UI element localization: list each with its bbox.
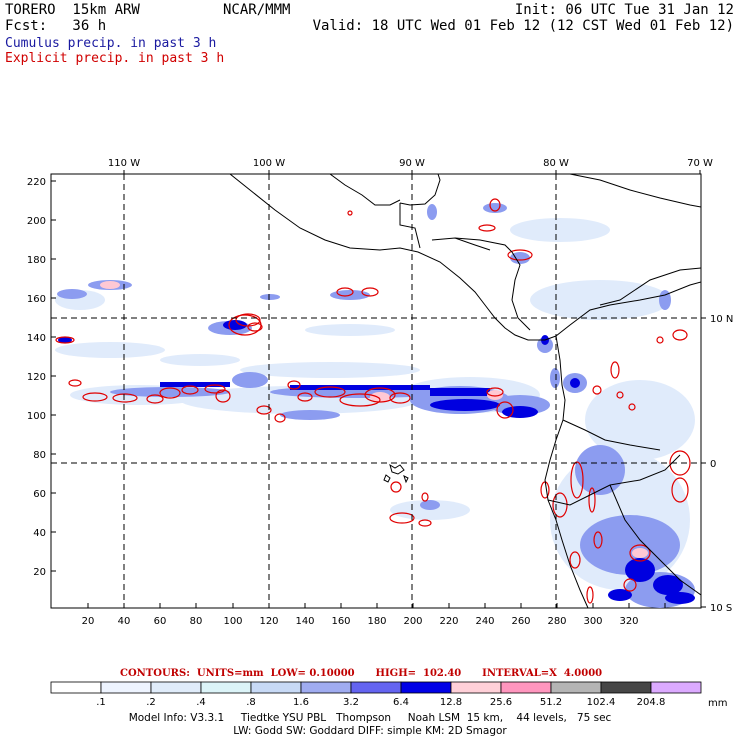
colorbar-level-label: 102.4 bbox=[587, 697, 616, 708]
colorbar-level-label: .1 bbox=[96, 697, 106, 708]
bottom-tick-label: 280 bbox=[547, 616, 566, 627]
left-axis-ticks bbox=[51, 180, 56, 572]
colorbar-level-label: 12.8 bbox=[440, 697, 462, 708]
model-info-line2: LW: Godd SW: Goddard DIFF: simple KM: 2D… bbox=[233, 725, 507, 737]
top-tick-label: 110 W bbox=[108, 158, 140, 169]
left-tick-label: 40 bbox=[33, 528, 46, 539]
coastlines bbox=[229, 174, 701, 608]
cumulus-legend-label: Cumulus precip. in past 3 h bbox=[5, 36, 217, 51]
valid-time: Valid: 18 UTC Wed 01 Feb 12 (12 CST Wed … bbox=[312, 18, 734, 34]
colorbar-box bbox=[450, 681, 502, 694]
colorbar-level-label: 6.4 bbox=[393, 697, 409, 708]
colorbar-box bbox=[500, 681, 552, 694]
bottom-tick-label: 40 bbox=[118, 616, 131, 627]
top-tick-label: 80 W bbox=[543, 158, 569, 169]
colorbar-box bbox=[250, 681, 302, 694]
right-tick-label: 10 S bbox=[710, 603, 732, 614]
colorbar-box bbox=[150, 681, 202, 694]
colorbar-box bbox=[550, 681, 602, 694]
left-tick-label: 120 bbox=[27, 372, 46, 383]
left-tick-label: 100 bbox=[27, 411, 46, 422]
colorbar-box bbox=[350, 681, 402, 694]
right-ticks bbox=[701, 317, 706, 608]
center-title: NCAR/MMM bbox=[223, 2, 291, 18]
colorbar-level-label: 25.6 bbox=[490, 697, 512, 708]
left-tick-label: 80 bbox=[33, 450, 46, 461]
right-tick-label: 0 bbox=[710, 459, 716, 470]
graticule bbox=[51, 174, 701, 608]
colorbar-box bbox=[400, 681, 452, 694]
bottom-tick-label: 160 bbox=[331, 616, 350, 627]
bottom-tick-label: 120 bbox=[259, 616, 278, 627]
colorbar-box bbox=[650, 681, 702, 694]
bottom-tick-label: 220 bbox=[439, 616, 458, 627]
colorbar-labels: .1 .2 .4 .8 1.6 3.2 6.4 12.8 25.6 51.2 102.4 204.8 bbox=[96, 697, 665, 708]
colorbar-unit: mm bbox=[708, 698, 727, 709]
left-tick-label: 220 bbox=[27, 177, 46, 188]
colorbar-box bbox=[300, 681, 352, 694]
bottom-tick-label: 320 bbox=[619, 616, 638, 627]
bottom-tick-label: 100 bbox=[223, 616, 242, 627]
intense-cumulus-areas bbox=[58, 320, 695, 604]
bottom-tick-label: 240 bbox=[475, 616, 494, 627]
colorbar-box bbox=[600, 681, 652, 694]
bottom-tick-label: 300 bbox=[583, 616, 602, 627]
top-ticks bbox=[123, 170, 701, 174]
bottom-tick-label: 180 bbox=[367, 616, 386, 627]
top-tick-label: 90 W bbox=[399, 158, 425, 169]
bottom-tick-label: 200 bbox=[403, 616, 422, 627]
bottom-tick-label: 80 bbox=[190, 616, 203, 627]
model-info-line1: Model Info: V3.3.1 Tiedtke YSU PBL Thomp… bbox=[128, 712, 612, 724]
colorbar-level-label: .8 bbox=[246, 697, 256, 708]
left-tick-label: 140 bbox=[27, 333, 46, 344]
bottom-tick-label: 140 bbox=[295, 616, 314, 627]
colorbar-level-label: 1.6 bbox=[293, 697, 309, 708]
model-title: TORERO 15km ARW bbox=[5, 2, 140, 18]
bottom-axis-ticks bbox=[87, 603, 666, 608]
colorbar-box bbox=[200, 681, 252, 694]
forecast-hour: Fcst: 36 h bbox=[5, 18, 107, 34]
right-tick-label: 10 N bbox=[710, 314, 733, 325]
init-time: Init: 06 UTC Tue 31 Jan 12 bbox=[514, 2, 734, 18]
bottom-tick-label: 260 bbox=[511, 616, 530, 627]
left-tick-label: 60 bbox=[33, 489, 46, 500]
colorbar bbox=[50, 681, 702, 694]
explicit-contours bbox=[55, 198, 691, 604]
colorbar-level-label: .4 bbox=[196, 697, 206, 708]
colorbar-box bbox=[50, 681, 102, 694]
left-tick-label: 200 bbox=[27, 216, 46, 227]
left-tick-label: 180 bbox=[27, 255, 46, 266]
top-tick-label: 70 W bbox=[687, 158, 713, 169]
colorbar-level-label: 51.2 bbox=[540, 697, 562, 708]
colorbar-level-label: 204.8 bbox=[637, 697, 666, 708]
colorbar-box bbox=[100, 681, 152, 694]
contours-info: CONTOURS: UNITS=mm LOW= 0.10000 HIGH= 10… bbox=[120, 668, 603, 679]
colorbar-level-label: .2 bbox=[146, 697, 156, 708]
bottom-tick-label: 20 bbox=[82, 616, 95, 627]
colorbar-level-label: 3.2 bbox=[343, 697, 359, 708]
left-tick-label: 20 bbox=[33, 567, 46, 578]
bottom-tick-label: 60 bbox=[154, 616, 167, 627]
left-tick-label: 160 bbox=[27, 294, 46, 305]
explicit-legend-label: Explicit precip. in past 3 h bbox=[5, 51, 225, 66]
top-tick-label: 100 W bbox=[253, 158, 285, 169]
explicit-heavy-areas bbox=[100, 281, 648, 558]
